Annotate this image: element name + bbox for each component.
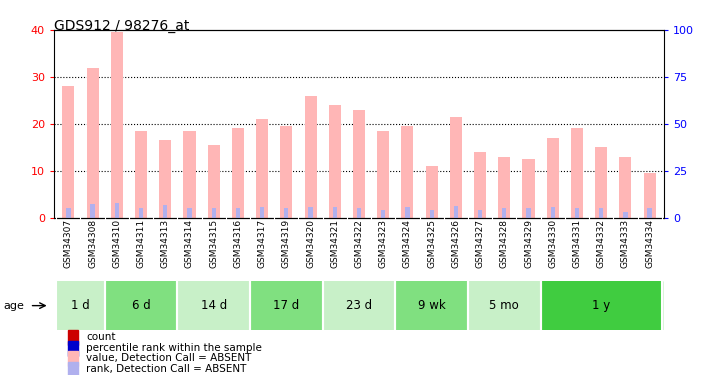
Text: rank, Detection Call = ABSENT: rank, Detection Call = ABSENT xyxy=(86,364,246,374)
Text: GSM34330: GSM34330 xyxy=(549,219,557,268)
Bar xyxy=(159,140,172,218)
Bar xyxy=(526,208,531,218)
Text: GSM34322: GSM34322 xyxy=(355,219,363,268)
Bar xyxy=(643,173,656,217)
Bar xyxy=(396,281,468,330)
Bar xyxy=(322,281,396,330)
Bar xyxy=(236,208,240,218)
Bar xyxy=(571,128,583,217)
Bar xyxy=(474,152,486,217)
Text: GSM34328: GSM34328 xyxy=(500,219,509,268)
Bar xyxy=(551,207,555,218)
Bar xyxy=(449,117,462,218)
Text: GSM34331: GSM34331 xyxy=(572,219,582,268)
Bar xyxy=(620,157,631,218)
Bar xyxy=(377,131,389,218)
Text: GSM34333: GSM34333 xyxy=(621,219,630,268)
Text: GSM34320: GSM34320 xyxy=(306,219,315,268)
Bar xyxy=(135,131,147,218)
Text: GSM34332: GSM34332 xyxy=(597,219,606,268)
Text: 1 y: 1 y xyxy=(592,299,610,312)
Text: 23 d: 23 d xyxy=(346,299,372,312)
Text: GSM34308: GSM34308 xyxy=(88,219,97,268)
Bar xyxy=(478,210,482,218)
Text: GSM34324: GSM34324 xyxy=(403,219,412,268)
Text: 6 d: 6 d xyxy=(131,299,150,312)
Text: GSM34325: GSM34325 xyxy=(427,219,436,268)
Text: GSM34310: GSM34310 xyxy=(112,219,121,268)
Bar xyxy=(139,208,143,218)
Bar xyxy=(426,166,438,218)
Text: 1 d: 1 d xyxy=(71,299,90,312)
Bar xyxy=(163,206,167,218)
Bar xyxy=(381,210,386,218)
Bar xyxy=(541,281,662,330)
Bar xyxy=(187,208,192,218)
Text: GSM34323: GSM34323 xyxy=(378,219,388,268)
Bar xyxy=(332,207,337,218)
Bar xyxy=(648,208,652,218)
Bar xyxy=(250,281,322,330)
Bar xyxy=(623,212,628,217)
Bar xyxy=(523,159,535,218)
Bar xyxy=(280,126,292,218)
Bar xyxy=(353,110,365,218)
Bar xyxy=(309,207,312,218)
Text: GSM34321: GSM34321 xyxy=(330,219,340,268)
Bar xyxy=(66,208,70,218)
Text: age: age xyxy=(4,301,24,310)
Text: 17 d: 17 d xyxy=(274,299,299,312)
Bar xyxy=(56,281,105,330)
Bar xyxy=(498,157,510,218)
Bar xyxy=(429,210,434,218)
Bar xyxy=(212,208,216,218)
Bar xyxy=(304,96,317,218)
Text: GDS912 / 98276_at: GDS912 / 98276_at xyxy=(54,19,190,33)
Bar xyxy=(111,32,123,218)
Bar xyxy=(183,131,195,218)
Text: GSM34307: GSM34307 xyxy=(64,219,73,268)
Bar xyxy=(599,208,603,218)
Text: GSM34316: GSM34316 xyxy=(233,219,243,268)
Bar xyxy=(357,208,361,218)
Text: GSM34327: GSM34327 xyxy=(475,219,485,268)
Bar xyxy=(546,138,559,218)
Text: 14 d: 14 d xyxy=(200,299,227,312)
Text: percentile rank within the sample: percentile rank within the sample xyxy=(86,343,262,353)
Bar xyxy=(401,126,414,218)
Bar xyxy=(595,147,607,218)
Bar xyxy=(87,68,98,218)
Text: GSM34311: GSM34311 xyxy=(136,219,146,268)
Bar xyxy=(284,208,289,218)
Text: GSM34313: GSM34313 xyxy=(161,219,169,268)
Bar xyxy=(454,206,458,218)
Text: value, Detection Call = ABSENT: value, Detection Call = ABSENT xyxy=(86,354,251,363)
Text: GSM34319: GSM34319 xyxy=(282,219,291,268)
Bar xyxy=(62,86,75,218)
Text: GSM34329: GSM34329 xyxy=(524,219,533,268)
Bar xyxy=(468,281,541,330)
Bar xyxy=(208,145,220,218)
Text: 5 mo: 5 mo xyxy=(490,299,519,312)
Bar xyxy=(329,105,341,218)
Bar xyxy=(105,281,177,330)
Bar xyxy=(90,204,95,218)
Text: GSM34314: GSM34314 xyxy=(185,219,194,268)
Bar xyxy=(115,202,119,217)
Bar xyxy=(406,207,409,218)
Text: 9 wk: 9 wk xyxy=(418,299,446,312)
Bar xyxy=(575,208,579,218)
Text: GSM34334: GSM34334 xyxy=(645,219,654,268)
Text: GSM34317: GSM34317 xyxy=(258,219,266,268)
Text: GSM34315: GSM34315 xyxy=(209,219,218,268)
Text: count: count xyxy=(86,333,116,342)
Bar xyxy=(177,281,250,330)
Bar xyxy=(232,128,244,217)
Bar xyxy=(256,119,269,218)
Text: GSM34326: GSM34326 xyxy=(452,219,460,268)
Bar xyxy=(260,207,264,218)
Bar xyxy=(502,208,506,218)
